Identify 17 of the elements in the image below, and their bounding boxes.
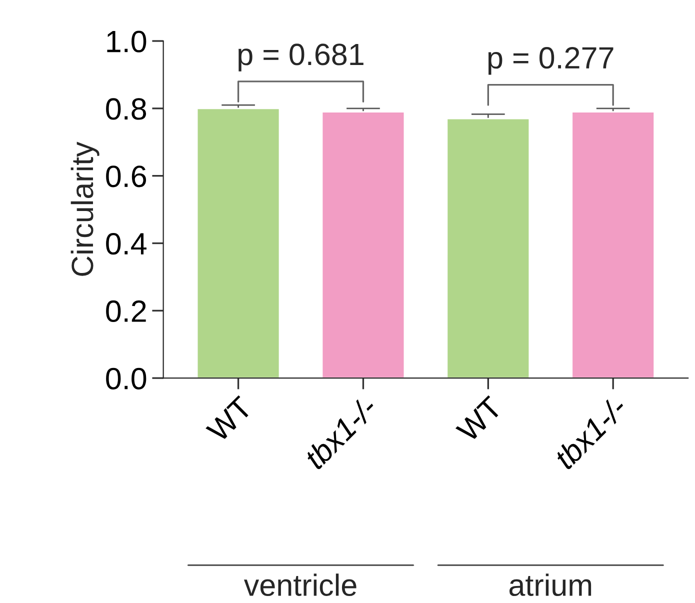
bar: [321, 111, 406, 378]
annotation: p = 0.277: [488, 47, 614, 75]
y-axis-title: Circularity: [70, 142, 100, 276]
text: ventricle: [244, 574, 356, 596]
bar: [571, 111, 656, 378]
bar: [196, 108, 280, 378]
y-tick-label: 1.0: [107, 30, 146, 52]
text: atrium: [509, 574, 592, 596]
y-tick-label: 0.6: [106, 166, 146, 188]
y-tick-label: 0.0: [106, 368, 146, 390]
y-tick-label: 0.4: [106, 232, 146, 255]
x-tick-label: WT: [206, 395, 254, 444]
y-tick-label: 0.8: [106, 98, 146, 120]
y-tick-label: 0.2: [106, 300, 146, 322]
annotation: p = 0.681: [238, 44, 364, 72]
x-tick-label: WT: [455, 395, 504, 444]
bar: [446, 118, 530, 378]
